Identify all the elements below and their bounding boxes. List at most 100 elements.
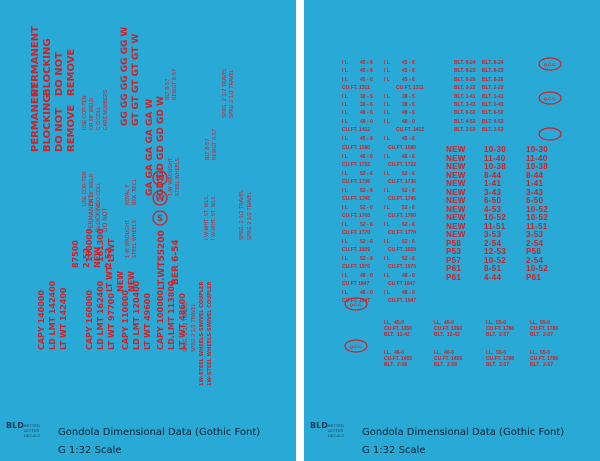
ltwt-long: LT.WT55200 [157, 230, 167, 290]
dimension-row: CU FT 1847 CU FT 1847 [304, 281, 600, 291]
dimension-line: I.L. 46-0 [384, 350, 405, 356]
dimension-cell: CU.FT. 1412 [342, 127, 371, 134]
car-code-row: GA GA GA GA GA W [145, 98, 155, 196]
wheel-line: 1-W WROUGHT [168, 157, 174, 196]
dimension-row: I L 45 - 6 I L 45 - 6 [304, 136, 600, 146]
dimension-cell: I L [342, 110, 348, 117]
dimension-cell: 45 - 6 [402, 76, 415, 83]
dimension-cell: BLT. 8-24 [454, 60, 476, 66]
dimension-cell: P57 [446, 255, 462, 265]
dimension-cell: I L [342, 153, 348, 160]
dimension-row: I L 52 - 6 I L 52 - 6 P57 10-52 2-54 [304, 256, 600, 266]
dimension-cell: 4-53 [484, 204, 502, 214]
dimension-block: I.L. 45-0 CU.FT. 1350 BLT. 12-42 [384, 320, 412, 338]
dimension-cell: 8-44 [484, 170, 502, 180]
dimension-cell: BLT. 1-41 [482, 93, 504, 100]
scale-label: G 1:32 Scale [58, 445, 122, 456]
travel-line: SPRG 2 1/2 TRAVEL [229, 69, 235, 118]
stencil-line: DO NOT [102, 207, 109, 232]
brake-line: ROYAL F [125, 184, 131, 205]
sheet-title: Gondola Dimensional Data (Gothic Font) [362, 427, 565, 438]
dimension-cell: NEW [446, 230, 466, 239]
herald-text: Q.C.C. [544, 62, 556, 67]
car-code-row: GD GD GD GD GD W [156, 96, 166, 196]
dimension-cell: I L [384, 255, 390, 262]
corten-line: OR 58" WELD [89, 97, 95, 130]
dimension-cell: 3-53 [526, 230, 544, 239]
dimension-block: I.L. 55-0 CU.FT. 1788 BLT. 2-57 [530, 350, 558, 368]
dimension-cell: I L [342, 289, 348, 296]
dimension-block: I.L. 55-0 CU.FT. 1788 BLT. 2-57 [486, 350, 514, 368]
dimension-cell: I L [342, 187, 348, 194]
code: LTWT [107, 238, 116, 262]
wrought-line: 1-W WROUGHT [125, 219, 131, 258]
dimension-cell: P61 [526, 272, 542, 282]
dimension-line: BLT. 2-57 [530, 332, 553, 338]
dimension-cell: NEW [446, 196, 466, 205]
brake-block: ROYAL F BRK. RECL [125, 179, 139, 205]
dimension-row: CU.FT. 1736 CU.FT. 1736 NEW 1-41 1-41 [304, 179, 600, 189]
dimension-cell: I L [342, 170, 348, 177]
dimension-row: CU.FT. 1929 CU.FT. 1929 P53 12-53 P58 [304, 247, 600, 257]
dimension-cell: 3-43 [526, 187, 544, 197]
herald-text: Q.C.C. [350, 302, 362, 307]
dimension-cell: 2-54 [526, 238, 544, 248]
travel-line: SPRG. 2 1/2 TRAVEL [222, 68, 228, 118]
dimension-row: I L 38 - 5 I L 38 - 5 BLT. 1-41 BLT. 1-41 [304, 94, 600, 104]
dimension-row: I L 48 - 6 I L 48 - 6 BLT. 6-50 BLT. 6-50 [304, 110, 600, 120]
dimension-cell: BLT. 8-26 [482, 76, 504, 83]
dimension-row: I L 45 - 6 I L 45 - 6 BLT. 8-23 BLT. 8-23 [304, 68, 600, 78]
corten-block-1: USE COR-TEN OR 58" WELD C O COLL CARS NU… [82, 90, 110, 130]
dimension-cell: I L [342, 93, 348, 100]
logo-caption: BETTER LETTER DECALS [328, 423, 345, 438]
iwht-2: I-W-WHT. ST. WLS. [211, 194, 217, 240]
dimension-row: I L 45 - 6 I L 45 - 6 BLT. 8-26 BLT. 8-26 [304, 77, 600, 87]
dimension-line: BLT. 12-42 [434, 332, 460, 338]
dimension-line: CU.FT. 1350 [434, 326, 463, 332]
sheet-title: Gondola Dimensional Data (Gothic Font) [58, 427, 261, 438]
dimension-cell: I L [384, 110, 390, 117]
dimension-row: CU.FT. 1770 CU.FT. 1770 NEW 3-53 3-53 [304, 230, 600, 240]
dimension-cell: BLT. 3-53 [454, 127, 476, 134]
blt-block: BLT 8-57 REWGT 8-57 [165, 69, 179, 100]
dimension-line: CU.FT. 1350 [384, 326, 413, 332]
stencil-circle [152, 210, 168, 226]
dimension-cell: 48 - 0 [402, 289, 415, 296]
dimension-cell: 52 - 6 [360, 255, 373, 262]
iwht-1: I-W-WHT. ST. WLS. [204, 194, 210, 240]
logo-mark: BLD [6, 421, 24, 430]
dimension-line: CU.FT. 1788 [530, 326, 559, 332]
dimension-cell: 38 - 5 [402, 93, 415, 100]
wrought-line: STEEL WHEELS [132, 220, 138, 258]
wheels-coupler-1: 1W-STEEL WHEELS-SWIVEL COUPLER [199, 281, 205, 386]
dimension-cell: I L [384, 102, 390, 108]
dimension-cell: BLT. 8-26 [454, 76, 476, 83]
dimension-cell: NEW [446, 179, 466, 188]
dimension-cell: I L [384, 68, 390, 75]
dimension-cell: CU.FT. 1745 [342, 196, 371, 202]
dimension-line: BLT. 2-58 [384, 362, 407, 368]
dimension-line: BLT. 12-42 [384, 332, 410, 338]
dimension-line: BLT. 2-57 [530, 362, 553, 368]
dimension-row: I L 52 - 6 I L 52 - 6 NEW 3-43 3-43 [304, 188, 600, 198]
stencil-letter: W [156, 194, 165, 203]
dimension-cell: 8-51 [484, 264, 502, 273]
dimension-cell: 38 - 6 [360, 102, 373, 108]
blt-line: REWGT 8-57 [212, 128, 218, 160]
travel-3: SPRG. 2 1/2 TRAVEL [239, 190, 245, 240]
dimension-cell: 48 - 0 [360, 272, 373, 279]
dimension-line: I.L. 46-0 [434, 350, 455, 356]
dimension-cell: I L [342, 135, 348, 142]
dimension-row: I L 52 - 6 I L 52 - 6 NEW 8-44 8-44 [304, 171, 600, 181]
dimension-cell: I L [384, 76, 390, 83]
stencil-letter: W [156, 174, 165, 183]
dimension-cell: 11-40 [484, 153, 506, 163]
dimension-cell: I L [342, 255, 348, 262]
corten-block-2: USE COR-TEN OR 58" WELD C O COLL [82, 172, 103, 206]
dimension-cell: 10-52 [526, 204, 548, 214]
corten-line: C O COLL [96, 106, 102, 130]
dimension-cell: I L [342, 118, 348, 125]
dimension-cell: NEW [446, 153, 466, 163]
dimension-cell: I L [384, 170, 390, 177]
dimension-cell: CU FT 1847 [388, 281, 416, 287]
